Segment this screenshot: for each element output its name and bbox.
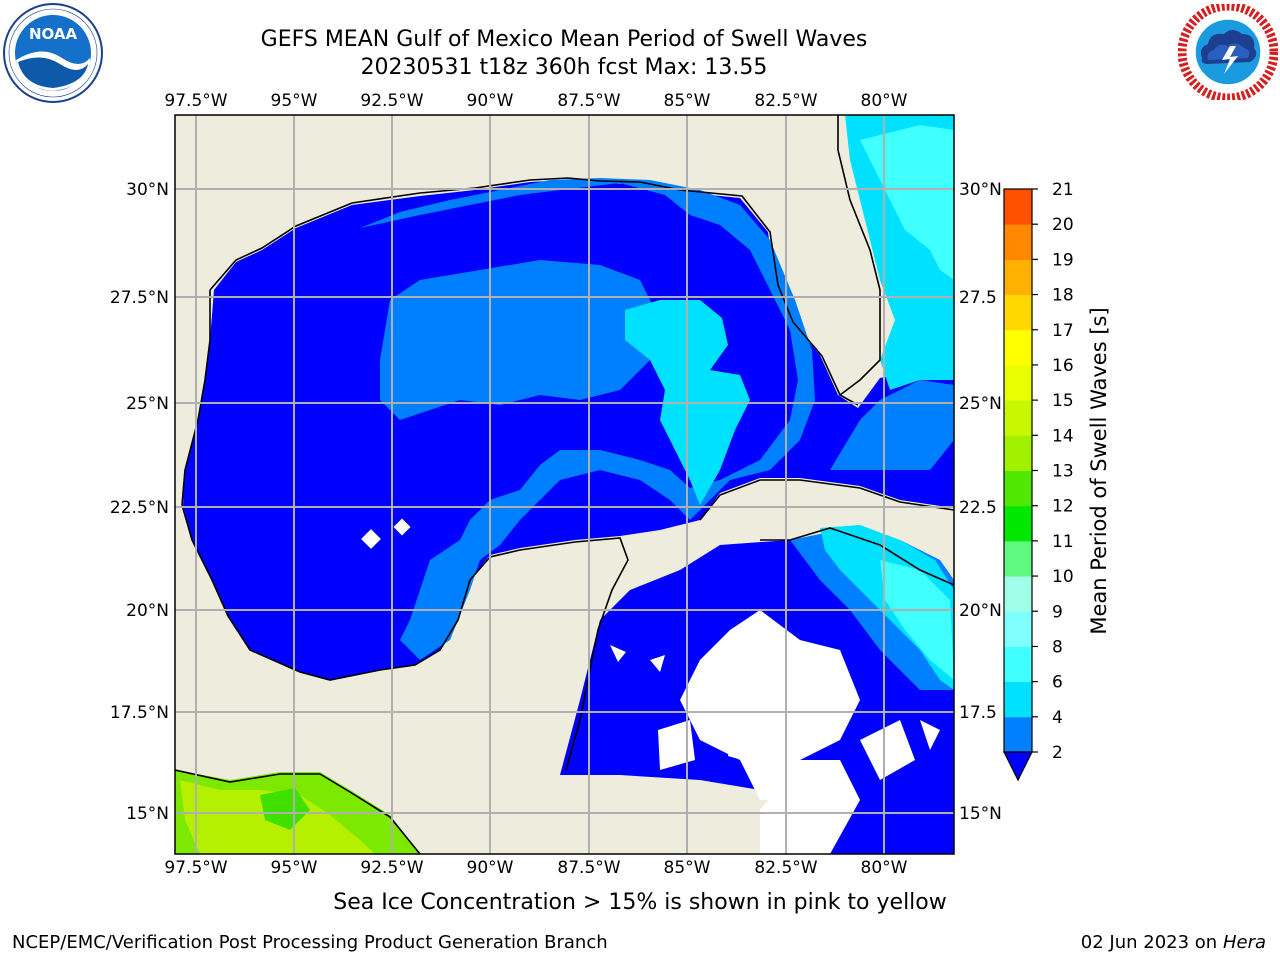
lat-label-left: 27.5°N (110, 288, 169, 308)
colorbar-label: Mean Period of Swell Waves [s] (1087, 307, 1111, 634)
colorbar-tick-label: 12 (1052, 497, 1074, 517)
colorbar-tick-label: 10 (1052, 567, 1074, 587)
gulf-water-medium (360, 178, 815, 660)
colorbar-segment (1004, 329, 1032, 366)
lat-label-right: 30°N (959, 180, 1002, 200)
lon-label-bottom: 95°W (271, 858, 318, 878)
map-frame (174, 114, 955, 855)
lon-label-top: 95°W (271, 91, 318, 111)
colorbar-segment (1004, 364, 1032, 401)
footer-date-text: 02 Jun 2023 on (1080, 932, 1218, 953)
lat-label-right: 20°N (959, 601, 1002, 621)
colorbar-segment (1004, 189, 1032, 225)
colorbar-tick-label: 11 (1052, 532, 1074, 552)
lon-label-top: 90°W (467, 91, 514, 111)
lat-label-right: 22.5 (959, 498, 997, 518)
lon-labels-bottom: 97.5°W 95°W 92.5°W 90°W 87.5°W 85°W 82.5… (164, 858, 907, 878)
footer-host: Hera (1222, 932, 1266, 953)
chart-subtitle: 20230531 t18z 360h fcst Max: 13.55 (360, 55, 768, 80)
chart-title: GEFS MEAN Gulf of Mexico Mean Period of … (260, 27, 868, 52)
noaa-logo-text: NOAA (29, 25, 78, 43)
lat-label-left: 30°N (126, 180, 169, 200)
colorbar-segment (1004, 681, 1032, 718)
lat-label-left: 17.5°N (110, 703, 169, 723)
gulf-water-dark (183, 180, 954, 680)
lat-label-right: 17.5 (959, 703, 997, 723)
lon-label-top: 85°W (664, 91, 711, 111)
lon-label-top: 80°W (861, 91, 908, 111)
colorbar-segment (1004, 259, 1032, 296)
colorbar-tick-label: 6 (1052, 673, 1063, 693)
lat-label-left: 20°N (126, 601, 169, 621)
caribbean-water-cyan (820, 525, 954, 690)
lat-label-right: 25°N (959, 394, 1002, 414)
colorbar-tick-label: 14 (1052, 426, 1074, 446)
nws-logo (1178, 4, 1278, 100)
colorbar-tick-label: 19 (1052, 250, 1074, 270)
colorbar: 2 4 6 8 9 10 11 12 13 14 15 16 17 18 19 20 21 (1003, 180, 1074, 782)
colorbar-tick-label: 2 (1052, 743, 1063, 763)
footer-date: 02 Jun 2023 on Hera (1081, 932, 1266, 953)
colorbar-segment (1004, 611, 1032, 647)
colorbar-tick-label: 4 (1052, 708, 1063, 728)
lon-label-bottom: 90°W (467, 858, 514, 878)
lon-labels-top: 97.5°W 95°W 92.5°W 90°W 87.5°W 85°W 82.5… (164, 91, 907, 111)
lat-label-left: 15°N (126, 804, 169, 824)
colorbar-tick-label: 16 (1052, 356, 1074, 376)
colorbar-segment (1004, 576, 1032, 612)
lon-label-top: 82.5°W (754, 91, 817, 111)
pacific-water-green-dark (260, 788, 310, 830)
lon-label-bottom: 92.5°W (360, 858, 423, 878)
colorbar-tick-label: 13 (1052, 462, 1074, 482)
colorbar-segment (1004, 224, 1032, 260)
lat-labels-left: 30°N 27.5°N 25°N 22.5°N 20°N 17.5°N 15°N (110, 180, 169, 824)
colorbar-tick-label: 21 (1052, 180, 1074, 200)
colorbar-segment (1004, 505, 1032, 542)
colorbar-tick-label: 18 (1052, 286, 1074, 306)
lat-label-left: 22.5°N (110, 498, 169, 518)
colorbar-segment (1004, 435, 1032, 471)
colorbar-segment (1004, 646, 1032, 683)
colorbar-tick-label: 20 (1052, 215, 1074, 235)
colorbar-segment (1004, 470, 1032, 507)
colorbar-tick-label: 17 (1052, 321, 1074, 341)
lon-label-bottom: 97.5°W (164, 858, 227, 878)
colorbar-segment (1004, 716, 1032, 753)
colorbar-segment (1004, 294, 1032, 331)
graticule (175, 115, 954, 854)
colorbar-segment (1004, 540, 1032, 577)
caribbean-water-light (880, 560, 954, 680)
lat-label-right: 27.5 (959, 288, 997, 308)
colorbar-extend-min (1003, 751, 1033, 782)
noaa-logo: NOAA (3, 3, 103, 103)
lat-label-right: 15°N (959, 804, 1002, 824)
lon-label-bottom: 80°W (861, 858, 908, 878)
lon-label-top: 87.5°W (557, 91, 620, 111)
lon-label-bottom: 87.5°W (557, 858, 620, 878)
lon-label-top: 97.5°W (164, 91, 227, 111)
lon-label-top: 92.5°W (360, 91, 423, 111)
colorbar-tick-label: 9 (1052, 602, 1063, 622)
map-canvas (175, 115, 954, 854)
coastline (175, 115, 954, 854)
colorbar-tick-label: 8 (1052, 637, 1063, 657)
lon-label-bottom: 82.5°W (754, 858, 817, 878)
lon-label-bottom: 85°W (664, 858, 711, 878)
lat-label-left: 25°N (126, 394, 169, 414)
sea-ice-note: Sea Ice Concentration > 15% is shown in … (333, 890, 947, 915)
footer-credit: NCEP/EMC/Verification Post Processing Pr… (12, 932, 608, 953)
lat-labels-right: 30°N 27.5 25°N 22.5 20°N 17.5 15°N (959, 180, 1002, 824)
colorbar-segment (1004, 400, 1032, 436)
colorbar-tick-label: 15 (1052, 391, 1074, 411)
